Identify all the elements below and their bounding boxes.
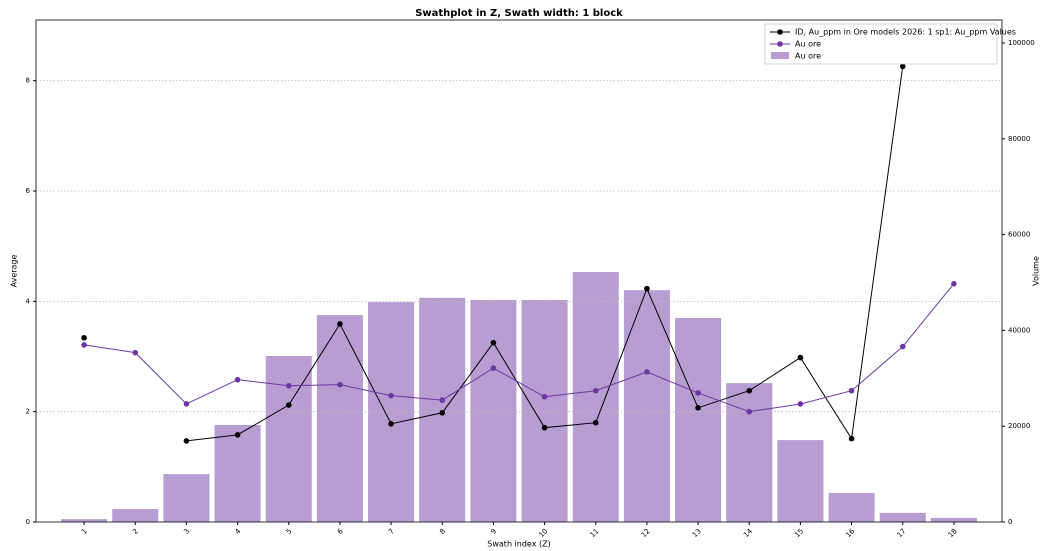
x-tick-label: 14 [742, 527, 754, 539]
x-tick-label: 5 [285, 527, 294, 536]
marker [746, 408, 753, 415]
chart-title: Swathplot in Z, Swath width: 1 block [415, 8, 623, 19]
marker [183, 438, 190, 444]
bar [61, 519, 108, 522]
marker [899, 63, 906, 70]
legend-box [764, 23, 998, 65]
x-tick-label: 15 [793, 527, 805, 539]
grid [36, 80, 1002, 413]
x-tick-label: 10 [537, 527, 549, 539]
marker [388, 421, 394, 427]
marker [592, 387, 599, 394]
y2-tick-label: 40000 [1008, 326, 1030, 334]
marker [695, 390, 701, 396]
marker [644, 285, 650, 292]
marker [592, 419, 599, 426]
marker [848, 387, 855, 394]
bar [521, 299, 568, 522]
x-tick-label: 1 [80, 527, 89, 536]
x-tick-label: 16 [844, 527, 856, 539]
bar [572, 271, 619, 522]
y-tick-label: 0 [26, 518, 30, 526]
bar [316, 315, 363, 522]
x-tick-label: 8 [438, 527, 447, 536]
y-axis-label: Average [10, 255, 19, 288]
legend-label: ID, Au_ppm in Ore models 2026: 1 sp1: Au… [795, 28, 1016, 37]
marker [899, 343, 906, 350]
x-tick-label: 9 [489, 527, 498, 536]
y-tick-label: 8 [26, 77, 30, 85]
y2-tick-label: 0 [1008, 518, 1012, 526]
y-tick-label: 6 [26, 187, 31, 195]
marker [797, 401, 804, 407]
legend-label: Au ore [795, 40, 821, 49]
line [84, 283, 955, 413]
marker [695, 405, 701, 411]
bar [470, 299, 517, 522]
marker [541, 424, 548, 431]
bar [214, 425, 261, 522]
bar [265, 356, 312, 522]
y2-tick-label: 80000 [1008, 135, 1030, 143]
marker [234, 376, 241, 383]
marker [490, 365, 497, 371]
marker [132, 349, 139, 356]
bar [419, 297, 466, 522]
marker [951, 280, 957, 287]
marker [285, 402, 292, 408]
marker [490, 339, 497, 346]
legend-swatch [771, 52, 789, 59]
bar [777, 440, 824, 522]
marker [746, 387, 753, 394]
legend-label: Au ore [795, 52, 821, 61]
marker [234, 432, 241, 438]
x-tick-label: 13 [691, 527, 703, 539]
bar [828, 493, 875, 522]
marker [541, 393, 548, 400]
lines [81, 63, 957, 444]
y2-tick-label: 60000 [1008, 231, 1030, 239]
marker [388, 392, 394, 399]
y2-tick-label: 20000 [1008, 422, 1030, 430]
bar [726, 383, 773, 522]
plot-frame [35, 19, 1003, 523]
marker [848, 435, 855, 442]
marker [81, 334, 87, 341]
x-tick-label: 18 [947, 527, 959, 539]
bar [112, 509, 159, 522]
y-tick-label: 4 [26, 297, 31, 305]
marker [337, 321, 343, 327]
x-tick-label: 7 [387, 527, 396, 536]
marker [439, 409, 446, 416]
y2-tick-label: 100000 [1008, 39, 1035, 47]
bar [879, 512, 926, 522]
x-tick-label: 17 [896, 527, 908, 539]
y2-axis-label: Volume [1032, 256, 1041, 286]
x-tick-label: 3 [182, 527, 191, 536]
x-tick-label: 11 [589, 527, 601, 539]
bar [675, 317, 722, 522]
x-tick-label: 6 [336, 527, 345, 536]
x-axis-label: Swath index (Z) [487, 540, 550, 549]
marker [81, 342, 87, 348]
marker [797, 354, 804, 361]
marker [337, 381, 343, 388]
marker [644, 369, 650, 375]
x-tick-label: 2 [131, 527, 140, 536]
y-tick-label: 2 [26, 408, 30, 416]
bars [61, 271, 977, 522]
marker [285, 382, 292, 389]
marker [183, 401, 190, 407]
legend-marker [777, 41, 783, 47]
legend-marker [777, 29, 783, 35]
x-tick-label: 4 [234, 527, 243, 536]
bar [163, 474, 210, 522]
marker [439, 397, 446, 403]
x-tick-label: 12 [640, 527, 652, 539]
bar [930, 517, 977, 522]
